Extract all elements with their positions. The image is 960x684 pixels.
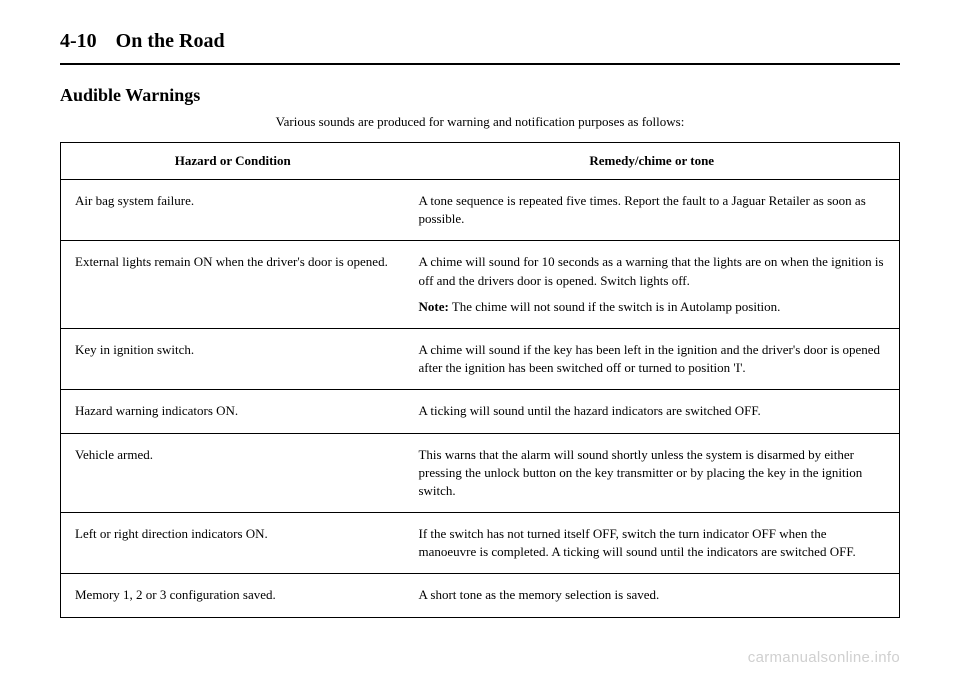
cell-hazard: External lights remain ON when the drive…	[61, 241, 405, 329]
table-row: Vehicle armed. This warns that the alarm…	[61, 433, 900, 513]
page-number: 4-10	[60, 30, 97, 52]
section-intro: Various sounds are produced for warning …	[60, 114, 900, 130]
table-row: Air bag system failure. A tone sequence …	[61, 180, 900, 241]
cell-hazard: Left or right direction indicators ON.	[61, 513, 405, 574]
table-row: Hazard warning indicators ON. A ticking …	[61, 390, 900, 433]
cell-hazard: Air bag system failure.	[61, 180, 405, 241]
cell-hazard: Vehicle armed.	[61, 433, 405, 513]
table-header-row: Hazard or Condition Remedy/chime or tone	[61, 143, 900, 180]
cell-remedy: If the switch has not turned itself OFF,…	[404, 513, 899, 574]
note-block: Note: The chime will not sound if the sw…	[418, 298, 885, 316]
remedy-text: A chime will sound for 10 seconds as a w…	[418, 254, 883, 287]
table-row: External lights remain ON when the drive…	[61, 241, 900, 329]
cell-hazard: Hazard warning indicators ON.	[61, 390, 405, 433]
cell-remedy: A ticking will sound until the hazard in…	[404, 390, 899, 433]
cell-remedy: A chime will sound if the key has been l…	[404, 328, 899, 389]
watermark: carmanualsonline.info	[748, 649, 900, 666]
cell-hazard: Memory 1, 2 or 3 configuration saved.	[61, 574, 405, 617]
cell-remedy: A short tone as the memory selection is …	[404, 574, 899, 617]
column-header-remedy: Remedy/chime or tone	[404, 143, 899, 180]
table-row: Memory 1, 2 or 3 configuration saved. A …	[61, 574, 900, 617]
cell-remedy: A chime will sound for 10 seconds as a w…	[404, 241, 899, 329]
section-heading: Audible Warnings	[60, 85, 900, 106]
page-header: 4-10 On the Road	[60, 30, 900, 65]
cell-remedy: A tone sequence is repeated five times. …	[404, 180, 899, 241]
chapter-title: On the Road	[116, 30, 225, 52]
note-text: The chime will not sound if the switch i…	[449, 299, 781, 314]
warnings-table: Hazard or Condition Remedy/chime or tone…	[60, 142, 900, 618]
cell-remedy: This warns that the alarm will sound sho…	[404, 433, 899, 513]
table-body: Air bag system failure. A tone sequence …	[61, 180, 900, 618]
table-row: Left or right direction indicators ON. I…	[61, 513, 900, 574]
table-row: Key in ignition switch. A chime will sou…	[61, 328, 900, 389]
note-label: Note:	[418, 299, 448, 314]
column-header-hazard: Hazard or Condition	[61, 143, 405, 180]
cell-hazard: Key in ignition switch.	[61, 328, 405, 389]
